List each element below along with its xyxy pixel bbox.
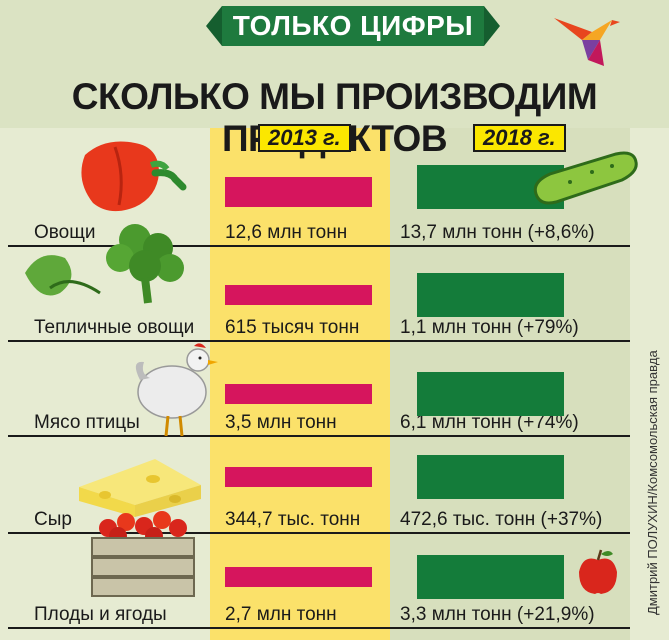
row-divider: [8, 245, 630, 247]
fruit-crate-icon: [91, 511, 195, 597]
value-label-2018: 3,3 млн тонн (+21,9%): [400, 604, 595, 625]
category-label: Овощи: [34, 222, 96, 243]
year-label-2018: 2018 г.: [473, 124, 566, 152]
value-label-2013: 615 тысяч тонн: [225, 317, 360, 338]
cucumber-icon: [533, 151, 638, 205]
category-label: Тепличные овощи: [34, 317, 195, 338]
bird-logo-icon: [554, 18, 620, 66]
greens-icon: [25, 224, 184, 304]
value-label-2018: 6,1 млн тонн (+74%): [400, 412, 579, 433]
bar-2013: [225, 384, 372, 404]
bar-2013: [225, 285, 372, 305]
value-label-2018: 472,6 тыс. тонн (+37%): [400, 509, 603, 530]
value-label-2013: 3,5 млн тонн: [225, 412, 337, 433]
row-divider: [8, 532, 630, 534]
value-label-2018: 1,1 млн тонн (+79%): [400, 317, 579, 338]
row-divider: [8, 340, 630, 342]
category-label: Мясо птицы: [34, 412, 140, 433]
photo-credit: Дмитрий ПОЛУХИН/Комсомольская правда: [645, 350, 660, 615]
value-label-2013: 2,7 млн тонн: [225, 604, 337, 625]
value-label-2018: 13,7 млн тонн (+8,6%): [400, 222, 595, 243]
bar-2013: [225, 567, 372, 587]
year-label-2013: 2013 г.: [258, 124, 351, 152]
apple-icon: [579, 549, 617, 594]
bar-2018: [417, 555, 564, 599]
bar-2018: [417, 273, 564, 317]
row-divider: [8, 435, 630, 437]
category-label: Плоды и ягоды: [34, 604, 167, 625]
pepper-icon: [81, 141, 187, 212]
bar-2013: [225, 177, 372, 207]
bar-2018: [417, 455, 564, 499]
category-label: Сыр: [34, 509, 72, 530]
value-label-2013: 12,6 млн тонн: [225, 222, 348, 243]
chicken-icon: [135, 343, 218, 437]
bar-2018: [417, 372, 564, 416]
bar-2013: [225, 467, 372, 487]
section-badge: ТОЛЬКО ЦИФРЫ: [206, 6, 500, 46]
row-divider: [8, 627, 630, 629]
value-label-2013: 344,7 тыс. тонн: [225, 509, 361, 530]
cheese-icon: [79, 459, 201, 517]
